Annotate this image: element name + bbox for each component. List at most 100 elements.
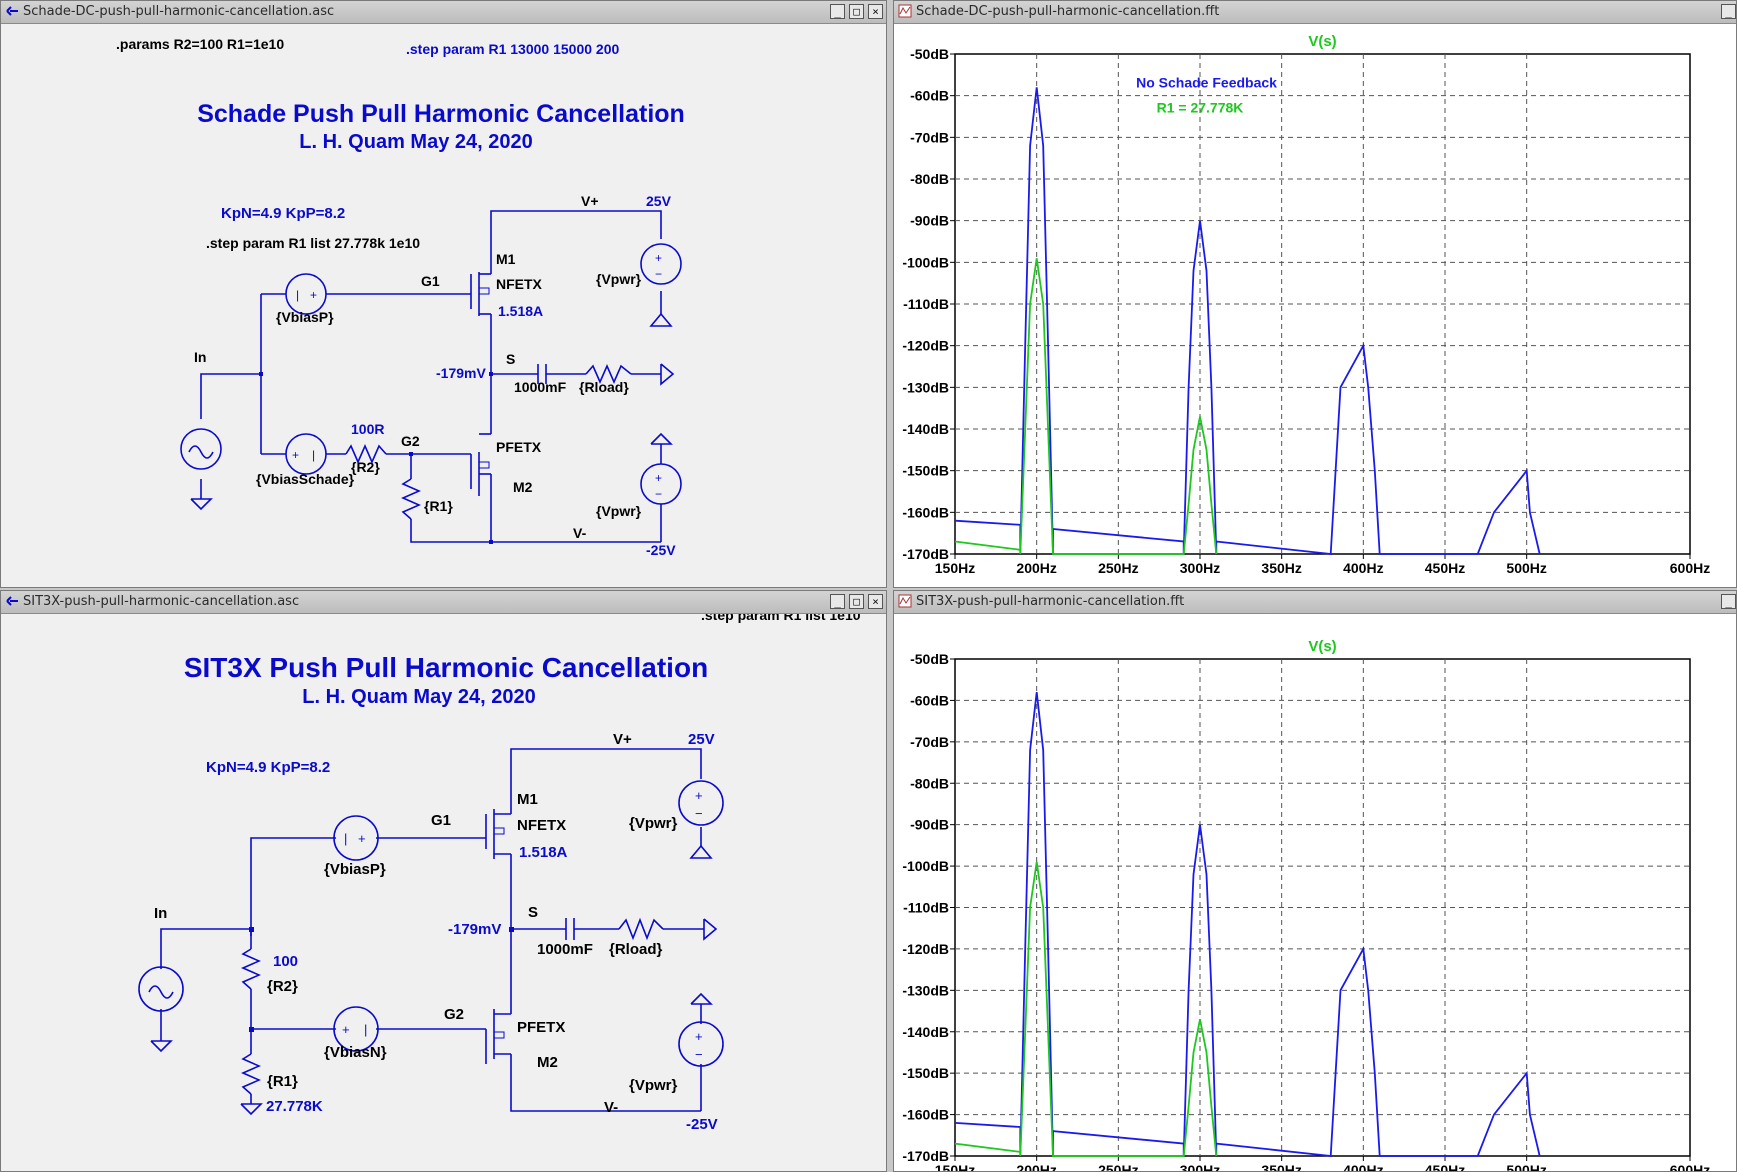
nfet-m1-symbol[interactable] (470, 272, 491, 316)
capacitor-label: 1000mF (537, 941, 593, 958)
x-tick-label: 450Hz (1425, 560, 1465, 576)
s-label: S (528, 904, 538, 921)
resistor-rload[interactable] (585, 364, 632, 384)
y-tick-label: -130dB (902, 379, 949, 395)
svg-text:+: + (655, 471, 662, 485)
vpwr-top-source[interactable]: +− (640, 243, 682, 285)
vplus-label: V+ (581, 193, 599, 209)
m2-label: M2 (513, 479, 533, 495)
trace-name-label: V(s) (1308, 33, 1336, 50)
step-list-directive[interactable]: .step param R1 list 27.778k 1e10 (206, 235, 420, 251)
minimize-button[interactable]: _ (830, 594, 845, 609)
kp-directive[interactable]: KpN=4.9 KpP=8.2 (206, 759, 330, 776)
window-titlebar[interactable]: Schade-DC-push-pull-harmonic-cancellatio… (1, 1, 886, 24)
vpwr-bottom-source[interactable]: +− (678, 1021, 724, 1067)
y-tick-label: -110dB (903, 900, 949, 916)
y-tick-label: -50dB (910, 651, 949, 667)
nfetx-label: NFETX (517, 817, 566, 834)
current-annotation: 1.518A (519, 844, 568, 861)
annotation-r1: R1 = 27.778K (1157, 99, 1244, 115)
rload-label: {Rload} (579, 379, 629, 395)
g1-label: G1 (431, 812, 451, 829)
vbiasp-source[interactable]: | + (285, 273, 327, 315)
schematic-window-schade: Schade-DC-push-pull-harmonic-cancellatio… (0, 0, 887, 588)
r1-label: {R1} (267, 1073, 298, 1090)
blue-trace-line (954, 691, 1541, 1157)
close-button[interactable]: × (868, 4, 883, 19)
in-label: In (154, 905, 167, 922)
vpwr-top-label: {Vpwr} (629, 815, 678, 832)
x-tick-label: 350Hz (1261, 1162, 1301, 1172)
schematic-canvas[interactable]: .params R2=100 R1=1e10 .step param R1 13… (1, 24, 886, 587)
minimize-button[interactable]: _ (1721, 594, 1736, 609)
in-label: In (194, 349, 206, 365)
params-directive[interactable]: .params R2=100 R1=1e10 (116, 36, 284, 52)
fft-plot-canvas[interactable]: -50dB -60dB -70dB -80dB -90dB -100dB -110dB -12… (894, 24, 1736, 587)
capacitor[interactable] (565, 918, 575, 940)
nfet-m1-symbol[interactable] (485, 809, 511, 859)
vbiasp-label: {VbiasP} (276, 309, 334, 325)
fft-plot-canvas[interactable]: -50dB -60dB -70dB -80dB -90dB -100dB -110dB -12… (894, 614, 1736, 1171)
vpwr-top-source[interactable]: +− (678, 780, 724, 826)
minimize-button[interactable]: _ (1721, 4, 1736, 19)
blue-trace-line (954, 87, 1541, 555)
x-tick-label: 500Hz (1506, 1162, 1546, 1172)
window-titlebar[interactable]: SIT3X-push-pull-harmonic-cancellation.as… (1, 591, 886, 614)
vbiasschade-source[interactable]: + | (285, 433, 327, 475)
fft-chart[interactable]: -50dB -60dB -70dB -80dB -90dB -100dB -110dB -12… (894, 24, 1737, 588)
v25-label: 25V (646, 193, 672, 209)
input-sine-source[interactable] (180, 428, 222, 470)
close-button[interactable]: × (868, 594, 883, 609)
fft-window-sit3x: SIT3X-push-pull-harmonic-cancellation.ff… (893, 590, 1737, 1172)
vpwr-bottom-label: {Vpwr} (596, 503, 642, 519)
resistor-r2[interactable] (241, 948, 261, 990)
pfet-m2-symbol[interactable] (470, 433, 491, 496)
y-tick-label: -170dB (902, 1148, 949, 1164)
kp-directive[interactable]: KpN=4.9 KpP=8.2 (221, 205, 345, 222)
input-sine-source[interactable] (138, 966, 184, 1012)
trace-name-label: V(s) (1308, 638, 1336, 655)
svg-text:−: − (655, 267, 662, 281)
x-tick-label: 400Hz (1343, 1162, 1383, 1172)
capacitor[interactable] (537, 364, 547, 384)
maximize-button[interactable]: □ (849, 594, 864, 609)
fft-chart[interactable]: -50dB -60dB -70dB -80dB -90dB -100dB -110dB -12… (894, 614, 1737, 1172)
window-titlebar[interactable]: SIT3X-push-pull-harmonic-cancellation.ff… (894, 591, 1736, 614)
schematic-canvas[interactable]: .step param R1 list 1e10 SIT3X Push Pull… (1, 607, 886, 1171)
vpwr-bottom-source[interactable]: +− (640, 463, 682, 505)
r2-label: {R2} (351, 459, 380, 475)
svg-text:+: + (292, 448, 299, 462)
vbiasp-source[interactable]: | + (333, 815, 379, 861)
y-tick-label: -150dB (902, 1065, 949, 1081)
window-titlebar[interactable]: Schade-DC-push-pull-harmonic-cancellatio… (894, 1, 1736, 24)
resistor-r1[interactable] (401, 478, 421, 520)
step-directive[interactable]: .step param R1 13000 15000 200 (406, 41, 619, 57)
resistor-rload[interactable] (618, 917, 664, 941)
svg-text:+: + (695, 788, 703, 803)
ltspice-schematic-icon (6, 596, 18, 606)
minimize-button[interactable]: _ (830, 4, 845, 19)
vbiasn-source[interactable]: + | (333, 1006, 379, 1052)
v25-label: 25V (688, 731, 715, 748)
m1-label: M1 (496, 251, 516, 267)
svg-text:+: + (695, 1029, 703, 1044)
maximize-button[interactable]: □ (849, 4, 864, 19)
vbiasn-label: {VbiasN} (324, 1044, 387, 1061)
resistor-r1[interactable] (241, 1053, 261, 1095)
r2-value-label: 100R (351, 421, 384, 437)
schematic-author: L. H. Quam May 24, 2020 (299, 131, 532, 153)
x-tick-label: 200Hz (1016, 560, 1056, 576)
window-title: SIT3X-push-pull-harmonic-cancellation.as… (23, 594, 300, 609)
schematic-title: Schade Push Pull Harmonic Cancellation (197, 100, 685, 128)
r1-label: {R1} (424, 498, 453, 514)
nfetx-label: NFETX (496, 276, 543, 292)
step-directive[interactable]: .step param R1 list 1e10 (701, 607, 861, 623)
y-tick-label: -90dB (910, 817, 949, 833)
x-tick-label: 500Hz (1506, 560, 1546, 576)
y-tick-label: -60dB (910, 88, 949, 104)
svg-text:+: + (655, 251, 662, 265)
resistor-r2[interactable] (345, 444, 387, 464)
window-title: SIT3X-push-pull-harmonic-cancellation.ff… (916, 594, 1185, 609)
pfet-m2-symbol[interactable] (485, 1009, 511, 1064)
y-tick-label: -60dB (910, 692, 949, 708)
